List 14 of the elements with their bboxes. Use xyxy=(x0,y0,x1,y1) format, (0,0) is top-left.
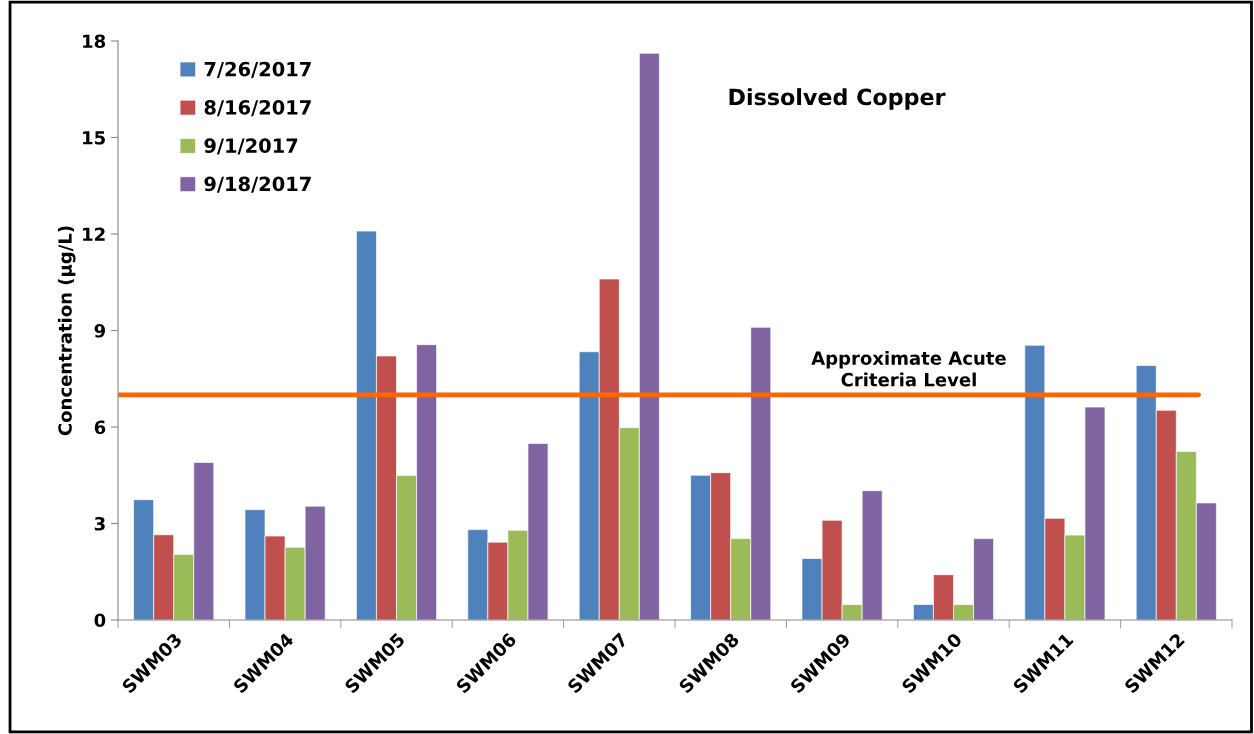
legend-label: 9/18/2017 xyxy=(204,176,311,193)
ref-line-label: Approximate Acute Criteria Level xyxy=(811,350,1006,387)
y-tick-label: 12 xyxy=(83,227,105,241)
y-tick-label: 18 xyxy=(83,34,106,49)
y-tick-label: 9 xyxy=(94,323,106,338)
y-tick-label: 15 xyxy=(83,131,105,145)
legend-label: 9/1/2017 xyxy=(204,138,298,155)
y-axis-title: Concentration (µg/L) xyxy=(57,226,76,436)
text: Dissolved Copper xyxy=(729,88,946,110)
legend-label: 8/16/2017 xyxy=(204,100,311,117)
y-tick-label: 6 xyxy=(94,420,106,435)
y-tick-label: 0 xyxy=(94,613,106,628)
y-tick-label: 3 xyxy=(94,516,105,531)
legend-label: 7/26/2017 xyxy=(204,61,311,78)
